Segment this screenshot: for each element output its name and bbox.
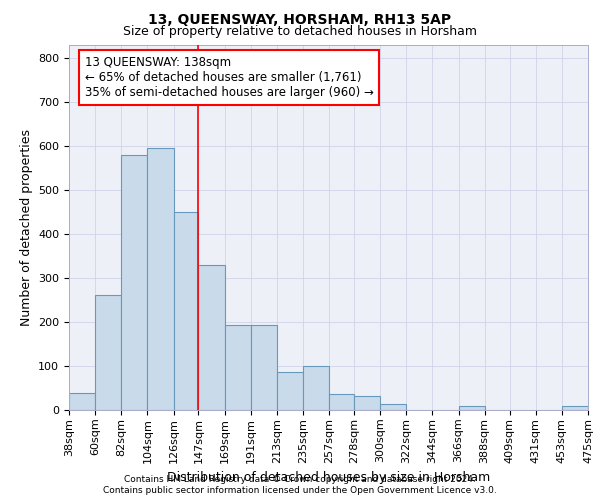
Text: 13 QUEENSWAY: 138sqm
← 65% of detached houses are smaller (1,761)
35% of semi-de: 13 QUEENSWAY: 138sqm ← 65% of detached h… [85, 56, 373, 99]
Text: Size of property relative to detached houses in Horsham: Size of property relative to detached ho… [123, 25, 477, 38]
Bar [562, 406, 588, 410]
Bar [277, 372, 303, 410]
Bar [148, 148, 173, 410]
Bar [121, 155, 148, 410]
Bar [329, 394, 354, 410]
Bar [69, 394, 95, 410]
Y-axis label: Number of detached properties: Number of detached properties [20, 129, 32, 326]
Bar [224, 325, 251, 410]
Bar [380, 404, 406, 410]
Text: Contains public sector information licensed under the Open Government Licence v3: Contains public sector information licen… [103, 486, 497, 495]
Text: Contains HM Land Registry data © Crown copyright and database right 2024.: Contains HM Land Registry data © Crown c… [124, 475, 476, 484]
X-axis label: Distribution of detached houses by size in Horsham: Distribution of detached houses by size … [167, 471, 490, 484]
Bar [251, 325, 277, 410]
Bar [199, 265, 224, 410]
Text: 13, QUEENSWAY, HORSHAM, RH13 5AP: 13, QUEENSWAY, HORSHAM, RH13 5AP [148, 12, 452, 26]
Bar [95, 295, 121, 410]
Bar [458, 406, 485, 410]
Bar [303, 366, 329, 410]
Bar [173, 212, 199, 410]
Bar [354, 396, 380, 410]
